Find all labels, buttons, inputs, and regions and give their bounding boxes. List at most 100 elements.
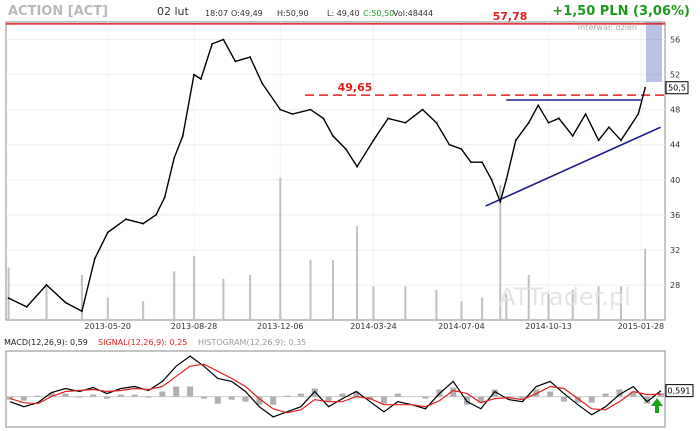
volume-bar	[106, 297, 109, 320]
volume-bar	[404, 286, 407, 320]
price-point	[584, 113, 587, 115]
price-point	[421, 108, 424, 111]
price-point	[571, 135, 574, 137]
price-point	[460, 148, 463, 150]
price-point	[404, 121, 407, 124]
volume-bar	[45, 286, 48, 320]
open-label: O:49,49	[231, 9, 263, 18]
volume-bar	[571, 290, 574, 320]
histogram-bar	[616, 389, 623, 397]
histogram-bar	[477, 396, 484, 403]
price-point	[547, 121, 550, 124]
price-point	[620, 139, 622, 142]
histogram-bar	[380, 396, 387, 404]
histogram-bar	[325, 396, 332, 402]
macd-value-label: 0,591	[668, 387, 691, 396]
volume-bar	[505, 293, 508, 320]
price-point	[435, 121, 438, 124]
histogram-bar	[630, 391, 637, 397]
histogram-bar	[187, 386, 194, 397]
histogram-bar	[339, 393, 346, 397]
macd-plot-frame	[5, 350, 666, 428]
histogram-bar	[311, 388, 318, 397]
price-point	[81, 310, 83, 313]
y-tick-label: 56	[670, 36, 680, 45]
volume-bar	[644, 248, 647, 320]
y-tick-label: 36	[670, 211, 680, 220]
histogram-bar	[658, 393, 664, 397]
histogram-bar	[7, 396, 13, 400]
histogram-bar	[62, 393, 69, 397]
volume-bar	[499, 185, 502, 320]
price-point	[106, 231, 109, 234]
volume-bar	[249, 275, 252, 320]
volume-bar	[142, 301, 145, 320]
volume-bar	[193, 256, 196, 320]
price-point	[644, 86, 647, 89]
y-tick-label: 32	[670, 246, 680, 255]
price-point	[356, 165, 358, 168]
volume-bar	[620, 286, 623, 320]
price-point	[527, 121, 530, 124]
low-label: L: 49,40	[327, 9, 360, 18]
price-point	[597, 139, 600, 142]
x-tick-label: 2013-12-06	[257, 322, 304, 331]
volume-bars	[7, 177, 647, 320]
histogram-bar	[519, 396, 526, 399]
histogram-bar	[422, 396, 429, 399]
histogram-bar	[394, 393, 401, 397]
price-point	[173, 156, 176, 159]
price-point	[64, 301, 67, 304]
price-point	[211, 43, 214, 45]
price-point	[261, 82, 264, 85]
price-point	[322, 117, 325, 120]
volume-bar	[372, 286, 375, 320]
x-tick-label: 2014-07-04	[438, 322, 485, 331]
level-label-0: 57,78	[493, 10, 528, 23]
volume-bar	[7, 267, 10, 320]
volume-bar	[547, 293, 550, 320]
histogram-bar	[270, 396, 277, 405]
histogram-bar	[644, 396, 651, 404]
time-label: 18:07	[205, 9, 228, 18]
histogram-bar	[256, 396, 263, 405]
volume-bar	[279, 177, 282, 320]
date-axis: 2013-05-20 2013-08-28 2013-12-06 2014-03-24…	[85, 322, 665, 331]
last-price-label: 50,5	[668, 84, 686, 93]
histogram-bar	[145, 396, 152, 398]
volume-bar	[460, 301, 463, 320]
price-point	[537, 104, 540, 107]
date-label: 02 lut	[157, 5, 190, 18]
price-line	[8, 38, 646, 313]
volume-bar	[527, 275, 530, 320]
last-period-highlight	[646, 22, 662, 82]
price-point	[142, 222, 145, 225]
y-tick-label: 48	[670, 106, 680, 115]
price-point	[470, 161, 472, 164]
price-point	[628, 126, 631, 129]
x-tick-label: 2014-10-13	[525, 322, 572, 331]
price-point	[608, 126, 610, 129]
histogram-bar	[159, 391, 166, 397]
histogram-bar	[284, 395, 291, 397]
price-point	[558, 117, 560, 120]
volume-bar	[222, 278, 225, 320]
volume-bar	[435, 290, 438, 320]
level-label-1: 49,65	[338, 81, 373, 94]
price-point	[155, 213, 157, 216]
macd-line	[9, 355, 662, 418]
change-label: +1,50 PLN (3,06%)	[552, 4, 690, 19]
close-label: C:50,50	[363, 9, 394, 18]
histogram-bar	[117, 394, 124, 397]
price-point	[372, 139, 375, 142]
histogram-legend: HISTOGRAM(12,26,9): 0,35	[198, 338, 306, 347]
price-point	[505, 178, 508, 181]
price-point	[448, 143, 451, 146]
price-point	[93, 257, 96, 260]
x-tick-label: 2013-08-28	[171, 322, 218, 331]
watermark: ATTrader.pl	[499, 283, 631, 311]
x-tick-label: 2013-05-20	[85, 322, 132, 331]
price-point	[249, 56, 252, 58]
